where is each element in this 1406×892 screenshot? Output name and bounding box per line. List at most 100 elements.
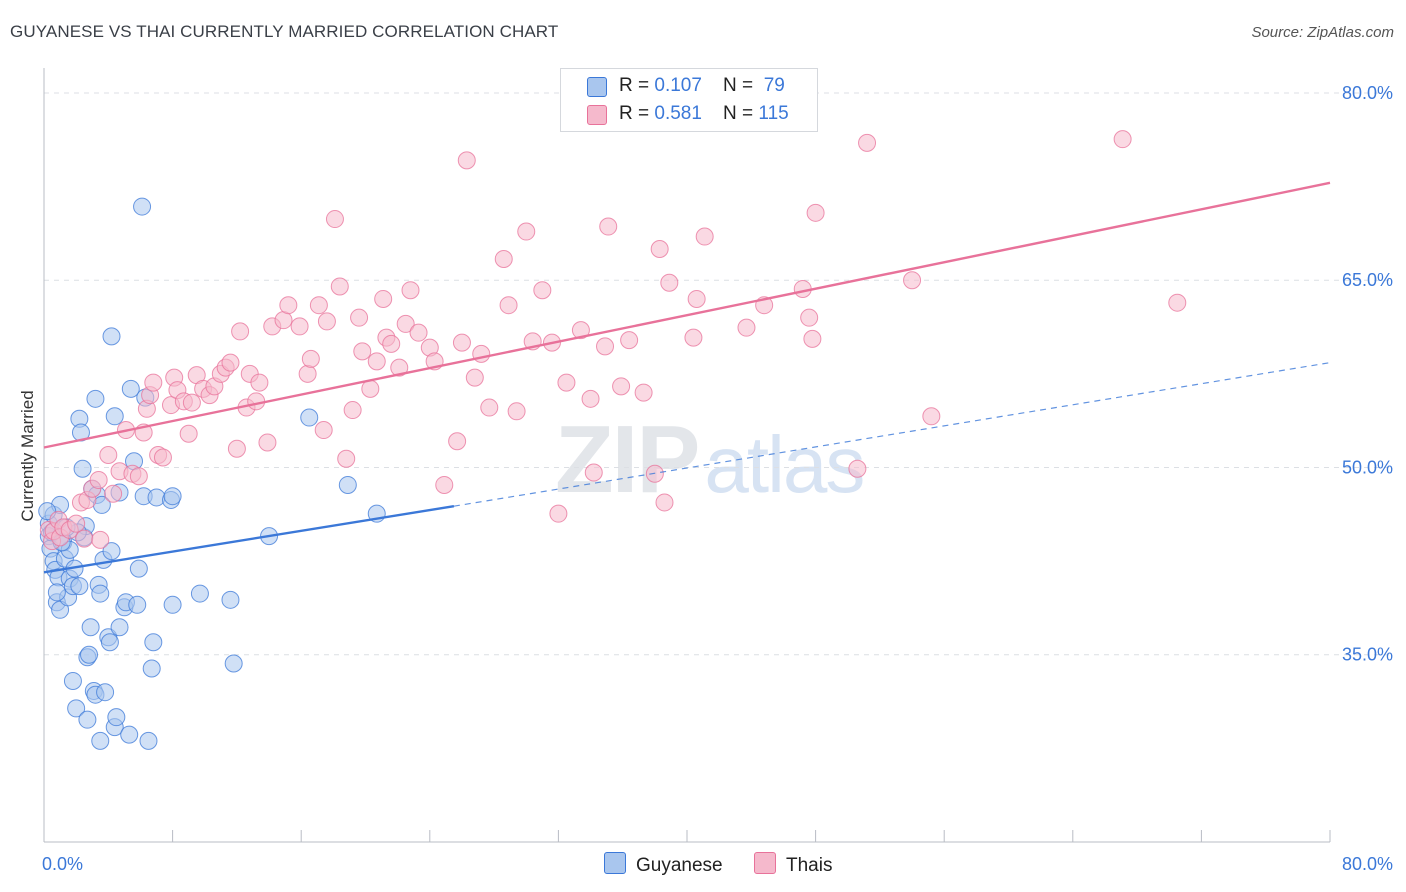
legend-r-label: R = [619, 103, 655, 124]
legend-n-value: 79 [763, 75, 785, 96]
point-thais [250, 373, 269, 392]
point-thais [695, 227, 714, 246]
legend-r-value: 0.581 [654, 103, 702, 124]
point-thais [258, 433, 277, 452]
point-thais [396, 314, 415, 333]
point-thais [457, 151, 476, 170]
x-tick-label-min: 0.0% [42, 854, 83, 874]
point-thais [533, 281, 552, 300]
legend-r-label: R = [619, 75, 655, 96]
point-thais [599, 217, 618, 236]
point-thais [330, 277, 349, 296]
point-thais [507, 402, 526, 421]
x-tick-label-max: 80.0% [1342, 854, 1393, 874]
point-thais [182, 393, 201, 412]
point-guyanese [73, 459, 92, 478]
point-guyanese [63, 671, 82, 690]
point-thais [227, 439, 246, 458]
legend-swatch-guyanese [587, 77, 607, 97]
point-thais [848, 459, 867, 478]
y-tick-label: 65.0% [1342, 270, 1393, 290]
legend-n-value: 115 [758, 103, 789, 124]
point-guyanese [78, 710, 97, 729]
point-thais [153, 448, 172, 467]
point-thais [99, 446, 118, 464]
trend-line-guyanese [43, 504, 455, 574]
point-guyanese [67, 699, 86, 718]
legend-n-label: N = [723, 103, 759, 124]
point-thais [301, 349, 320, 368]
point-thais [655, 493, 674, 512]
point-thais [517, 222, 536, 241]
point-thais [858, 133, 877, 152]
y-tick-label: 35.0% [1342, 645, 1393, 665]
point-thais [571, 321, 590, 340]
point-guyanese [96, 683, 115, 702]
trend-line-thais [43, 181, 1331, 449]
point-thais [350, 308, 369, 327]
point-thais [353, 342, 372, 361]
point-guyanese [142, 659, 161, 678]
point-thais [1168, 293, 1187, 312]
point-thais [104, 484, 123, 503]
point-guyanese [105, 407, 124, 426]
point-guyanese [70, 577, 89, 596]
point-guyanese [133, 197, 152, 216]
point-thais [494, 250, 513, 269]
point-thais [89, 470, 108, 489]
point-thais [390, 358, 409, 377]
point-thais [409, 323, 428, 342]
point-guyanese [102, 327, 121, 346]
legend-swatch-thais [587, 105, 607, 125]
point-guyanese [110, 618, 129, 637]
point-thais [903, 271, 922, 290]
series-label-thais: Thais [786, 855, 833, 876]
point-thais [687, 289, 706, 308]
point-guyanese [86, 389, 105, 408]
point-thais [75, 529, 94, 548]
chart-title: GUYANESE VS THAI CURRENTLY MARRIED CORRE… [10, 22, 559, 41]
point-guyanese [144, 633, 163, 652]
point-thais [922, 407, 941, 426]
point-thais [800, 308, 819, 327]
point-thais [382, 334, 401, 353]
point-thais [465, 368, 484, 387]
point-thais [221, 353, 240, 372]
y-tick-label: 80.0% [1342, 83, 1393, 103]
point-guyanese [221, 590, 240, 609]
point-thais [290, 317, 309, 336]
series-legend-guyanese[interactable]: Guyanese [604, 852, 723, 877]
stats-legend: R = 0.107 N = 79 R = 0.581 N = 115 [560, 68, 818, 132]
y-tick-label: 50.0% [1342, 457, 1393, 477]
watermark-atlas: atlas [704, 420, 865, 509]
point-thais [557, 373, 576, 392]
point-thais [309, 296, 328, 315]
series-legend-thais[interactable]: Thais [754, 852, 832, 877]
point-thais [480, 398, 499, 417]
point-guyanese [100, 633, 119, 652]
legend-text-guyanese: R = 0.107 N = 79 [619, 75, 785, 97]
point-guyanese [163, 487, 182, 506]
point-thais [435, 475, 454, 494]
series-label-guyanese: Guyanese [636, 855, 723, 876]
point-thais [91, 530, 110, 549]
point-guyanese [47, 583, 66, 602]
watermark: ZIPatlas [555, 405, 865, 515]
point-thais [129, 467, 148, 486]
point-guyanese [107, 708, 126, 727]
trend-extension-guyanese [453, 362, 1331, 507]
point-guyanese [128, 595, 147, 614]
point-thais [179, 424, 198, 443]
series-swatch-guyanese [604, 852, 626, 874]
point-thais [448, 432, 467, 451]
point-thais [361, 379, 380, 398]
point-thais [737, 318, 756, 337]
point-guyanese [120, 725, 139, 744]
point-thais [803, 329, 822, 348]
point-thais [401, 281, 420, 300]
point-thais [806, 203, 825, 222]
point-thais [279, 296, 298, 315]
point-thais [596, 337, 615, 356]
point-thais [549, 504, 568, 523]
point-guyanese [121, 379, 140, 398]
